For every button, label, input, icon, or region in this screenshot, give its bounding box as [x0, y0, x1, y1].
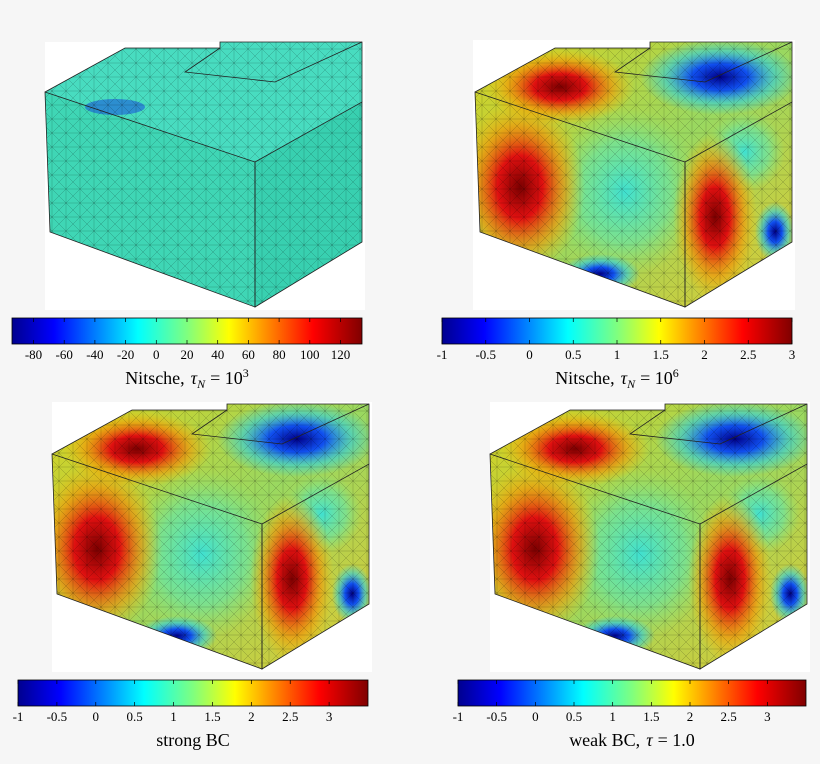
caption-text: strong BC	[156, 730, 230, 750]
colorbar	[457, 679, 807, 707]
tick-label: -1	[13, 709, 24, 724]
tick-label: -0.5	[475, 347, 496, 362]
tick-label: -80	[25, 347, 42, 362]
tick-label: -0.5	[486, 709, 507, 724]
tick-label: 100	[300, 347, 320, 362]
tick-label: 2.5	[282, 709, 298, 724]
caption-relation: = 1.0	[658, 730, 695, 750]
caption-superscript: 3	[243, 366, 249, 380]
caption-subscript: N	[626, 377, 636, 391]
tick-label: -1	[453, 709, 464, 724]
colorbar	[441, 317, 793, 345]
tick-label: 1	[609, 709, 616, 724]
caption: weak BC, τ = 1.0	[569, 730, 695, 750]
tick-label: 80	[273, 347, 286, 362]
tick-label: -40	[86, 347, 103, 362]
tick-label: 0.5	[127, 709, 143, 724]
caption-symbol: τ	[621, 368, 628, 388]
tick-label: 0	[93, 709, 100, 724]
tick-label: 1.5	[653, 347, 669, 362]
tick-label: 2	[701, 347, 708, 362]
colorbar	[17, 679, 369, 707]
caption-text: Nitsche,	[125, 368, 184, 388]
tick-label: 2.5	[740, 347, 756, 362]
tick-label: 3	[789, 347, 796, 362]
tick-label: 2.5	[721, 709, 737, 724]
tick-label: 0.5	[566, 709, 582, 724]
caption: Nitsche, τN = 106	[555, 366, 679, 391]
caption-text: weak BC,	[569, 730, 640, 750]
caption-symbol: τ	[646, 730, 653, 750]
tick-label: 1.5	[204, 709, 220, 724]
tick-label: -20	[117, 347, 134, 362]
caption: strong BC	[156, 730, 230, 750]
tick-label: 0	[526, 347, 533, 362]
tick-label: -60	[56, 347, 73, 362]
caption-superscript: 6	[673, 366, 679, 380]
colorbar	[11, 317, 363, 345]
tick-label: 60	[242, 347, 255, 362]
caption: Nitsche, τN = 103	[125, 366, 249, 391]
tick-label: 0	[153, 347, 160, 362]
caption-subscript: N	[196, 377, 206, 391]
caption-symbol: τ	[191, 368, 198, 388]
tick-label: 3	[326, 709, 333, 724]
tick-label: 40	[211, 347, 224, 362]
caption-text: Nitsche,	[555, 368, 614, 388]
tick-label: 0.5	[565, 347, 581, 362]
tick-label: 3	[764, 709, 771, 724]
tick-label: 1.5	[643, 709, 659, 724]
tick-label: 2	[687, 709, 694, 724]
tick-label: 0	[532, 709, 539, 724]
tick-label: 2	[248, 709, 255, 724]
tick-label: 120	[331, 347, 351, 362]
tick-label: -1	[437, 347, 448, 362]
tick-label: -0.5	[47, 709, 68, 724]
tick-label: 1	[170, 709, 177, 724]
caption-relation: = 10	[210, 368, 243, 388]
caption-relation: = 10	[640, 368, 673, 388]
tick-label: 1	[614, 347, 621, 362]
tick-label: 20	[181, 347, 194, 362]
